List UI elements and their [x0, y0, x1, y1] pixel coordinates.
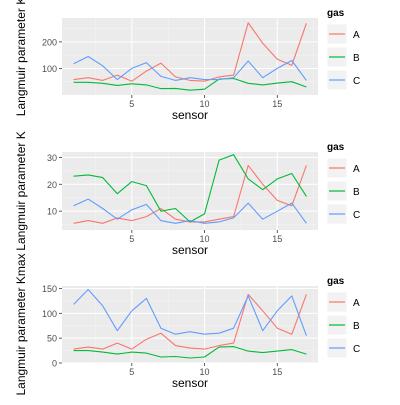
series-line-c	[73, 55, 307, 81]
legend-label-a: A	[353, 298, 360, 309]
legend-label-c: C	[353, 210, 360, 221]
legend-label-a: A	[353, 30, 360, 41]
x-axis-title: sensor	[172, 243, 208, 257]
x-tick-label: 5	[129, 367, 134, 377]
x-tick-label: 10	[200, 99, 210, 109]
y-axis-title: Langmuir parameter K	[14, 0, 28, 116]
x-axis-title: sensor	[172, 376, 208, 390]
y-tick-label: 50	[47, 334, 57, 344]
x-tick-label: 10	[200, 367, 210, 377]
chart-panel-2: 5 10 15 10 20 30 sensor Langmuir parameter K gas…	[14, 131, 360, 257]
x-tick-label: 15	[272, 99, 282, 109]
y-tick-label: 0	[52, 359, 57, 369]
x-tick-label: 5	[129, 234, 134, 244]
series-line-b	[73, 77, 307, 91]
legend-label-b: B	[353, 321, 360, 332]
x-tick-label: 10	[200, 234, 210, 244]
chart-panel-1: 5 10 15 100 200 sensor Langmuir parameter K gas…	[14, 0, 360, 122]
y-tick-label: 150	[42, 284, 57, 294]
series-line-b	[73, 154, 307, 223]
x-tick-label: 5	[129, 99, 134, 109]
y-tick-label: 200	[42, 37, 57, 47]
y-tick-label: 100	[42, 64, 57, 74]
plot-background	[62, 286, 318, 363]
x-tick-label: 15	[272, 367, 282, 377]
legend: gas A B C	[326, 142, 360, 225]
plot-background	[62, 152, 318, 230]
series-line-c	[73, 198, 307, 224]
series-line-b	[73, 346, 307, 359]
y-tick-label: 10	[47, 207, 57, 217]
series-line-c	[73, 288, 307, 336]
series-line-a	[73, 293, 307, 350]
x-tick-label: 15	[272, 234, 282, 244]
y-axis-title: Langmuir parameter K	[14, 131, 28, 250]
x-axis-title: sensor	[172, 108, 208, 122]
legend-label-c: C	[353, 76, 360, 87]
legend-label-b: B	[353, 187, 360, 198]
y-axis-title: Langmuir parameter Kmax	[14, 253, 28, 395]
legend-title: gas	[327, 8, 345, 19]
y-tick-label: 20	[47, 180, 57, 190]
y-tick-label: 30	[47, 153, 57, 163]
legend: gas A B C	[326, 276, 360, 359]
legend-title: gas	[327, 276, 345, 287]
legend-label-c: C	[353, 344, 360, 355]
legend: gas A B C	[326, 8, 360, 91]
legend-label-a: A	[353, 164, 360, 175]
y-tick-label: 100	[42, 309, 57, 319]
legend-label-b: B	[353, 53, 360, 64]
legend-title: gas	[327, 142, 345, 153]
series-line-a	[73, 22, 307, 82]
